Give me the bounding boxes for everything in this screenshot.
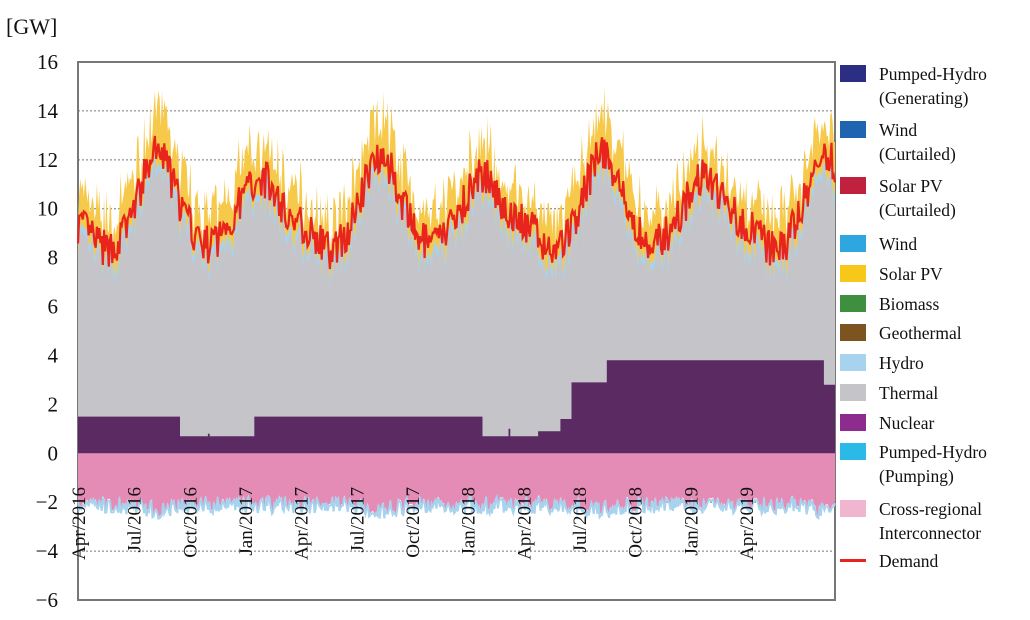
legend-label: Hydro — [879, 353, 924, 373]
legend-item: Wind — [840, 232, 917, 256]
plot-area — [76, 61, 837, 601]
legend-item: Hydro — [840, 351, 924, 375]
y-unit-label: [GW] — [6, 14, 57, 39]
legend-label: Pumped-Hydro (Generating) — [879, 64, 987, 108]
legend-swatch — [840, 414, 866, 431]
legend-item: Pumped-Hydro (Pumping) — [840, 440, 987, 488]
legend-swatch — [840, 65, 866, 82]
legend-swatch — [840, 384, 866, 401]
legend-label: Wind (Curtailed) — [879, 120, 956, 164]
legend-item: Geothermal — [840, 321, 962, 345]
legend-swatch — [840, 265, 866, 282]
legend-label: Biomass — [879, 294, 940, 314]
legend-item: Nuclear — [840, 411, 934, 435]
y-tick-label: 6 — [48, 295, 59, 319]
x-tick-label: Apr/2019 — [737, 487, 758, 560]
x-tick-label: Oct/2017 — [403, 487, 424, 558]
y-tick-label: 4 — [48, 343, 59, 367]
y-tick-label: 14 — [37, 99, 59, 123]
series-demand-line — [76, 135, 837, 270]
y-tick-label: 16 — [37, 50, 58, 74]
legend-label: Nuclear — [879, 413, 935, 433]
legend-swatch — [840, 354, 866, 371]
x-tick-label: Jan/2018 — [459, 487, 480, 556]
legend-label: Wind — [879, 234, 918, 254]
y-tick-label: 10 — [37, 197, 58, 221]
legend-label: Cross-regional Interconnector — [879, 499, 983, 543]
x-axis: Apr/2016 Jul/2016 Oct/2016 Jan/2017 Apr/2017… — [69, 487, 758, 560]
legend-item: Cross-regional Interconnector — [840, 497, 982, 545]
x-tick-label: Apr/2018 — [514, 487, 535, 560]
legend-item: Solar PV — [840, 262, 943, 286]
y-tick-label: −4 — [36, 539, 59, 563]
legend-swatch — [840, 559, 866, 562]
legend-item: Pumped-Hydro (Generating) — [840, 62, 987, 110]
legend-label: Thermal — [879, 383, 939, 403]
x-tick-label: Apr/2017 — [292, 487, 313, 560]
x-tick-label: Jan/2017 — [236, 487, 257, 556]
x-tick-label: Apr/2016 — [69, 487, 90, 560]
legend-label: Solar PV — [879, 264, 943, 284]
legend-swatch — [840, 295, 866, 312]
legend-label: Pumped-Hydro (Pumping) — [879, 442, 987, 486]
y-tick-label: 8 — [48, 246, 59, 270]
legend-swatch — [840, 324, 866, 341]
legend-swatch — [840, 177, 866, 194]
legend-swatch — [840, 443, 866, 460]
legend-label: Demand — [879, 551, 939, 571]
y-axis: 16 14 12 10 8 6 4 2 0 −2 −4 −6 — [36, 50, 59, 612]
y-tick-label: −6 — [36, 588, 58, 612]
legend-label: Geothermal — [879, 323, 962, 343]
series-pumped-hydro-pumping — [77, 493, 836, 520]
x-tick-label: Jul/2017 — [347, 487, 368, 552]
y-tick-label: 0 — [48, 441, 59, 465]
legend-swatch — [840, 235, 866, 252]
legend-item: Solar PV (Curtailed) — [840, 174, 956, 222]
legend-label: Solar PV (Curtailed) — [879, 176, 956, 220]
series-nuclear — [78, 360, 835, 454]
x-tick-label: Oct/2016 — [180, 487, 201, 558]
x-tick-label: Oct/2018 — [626, 487, 647, 558]
legend-item: Wind (Curtailed) — [840, 118, 956, 166]
y-tick-label: 2 — [48, 392, 59, 416]
y-tick-label: −2 — [36, 490, 58, 514]
y-tick-label: 12 — [37, 148, 58, 172]
legend-item: Demand — [840, 549, 938, 573]
legend-swatch — [840, 121, 866, 138]
x-tick-label: Jan/2019 — [681, 487, 702, 556]
x-tick-label: Jul/2018 — [570, 487, 591, 552]
legend-item: Thermal — [840, 381, 938, 405]
legend-item: Biomass — [840, 292, 939, 316]
x-tick-label: Jul/2016 — [125, 487, 146, 552]
legend-swatch — [840, 500, 866, 517]
